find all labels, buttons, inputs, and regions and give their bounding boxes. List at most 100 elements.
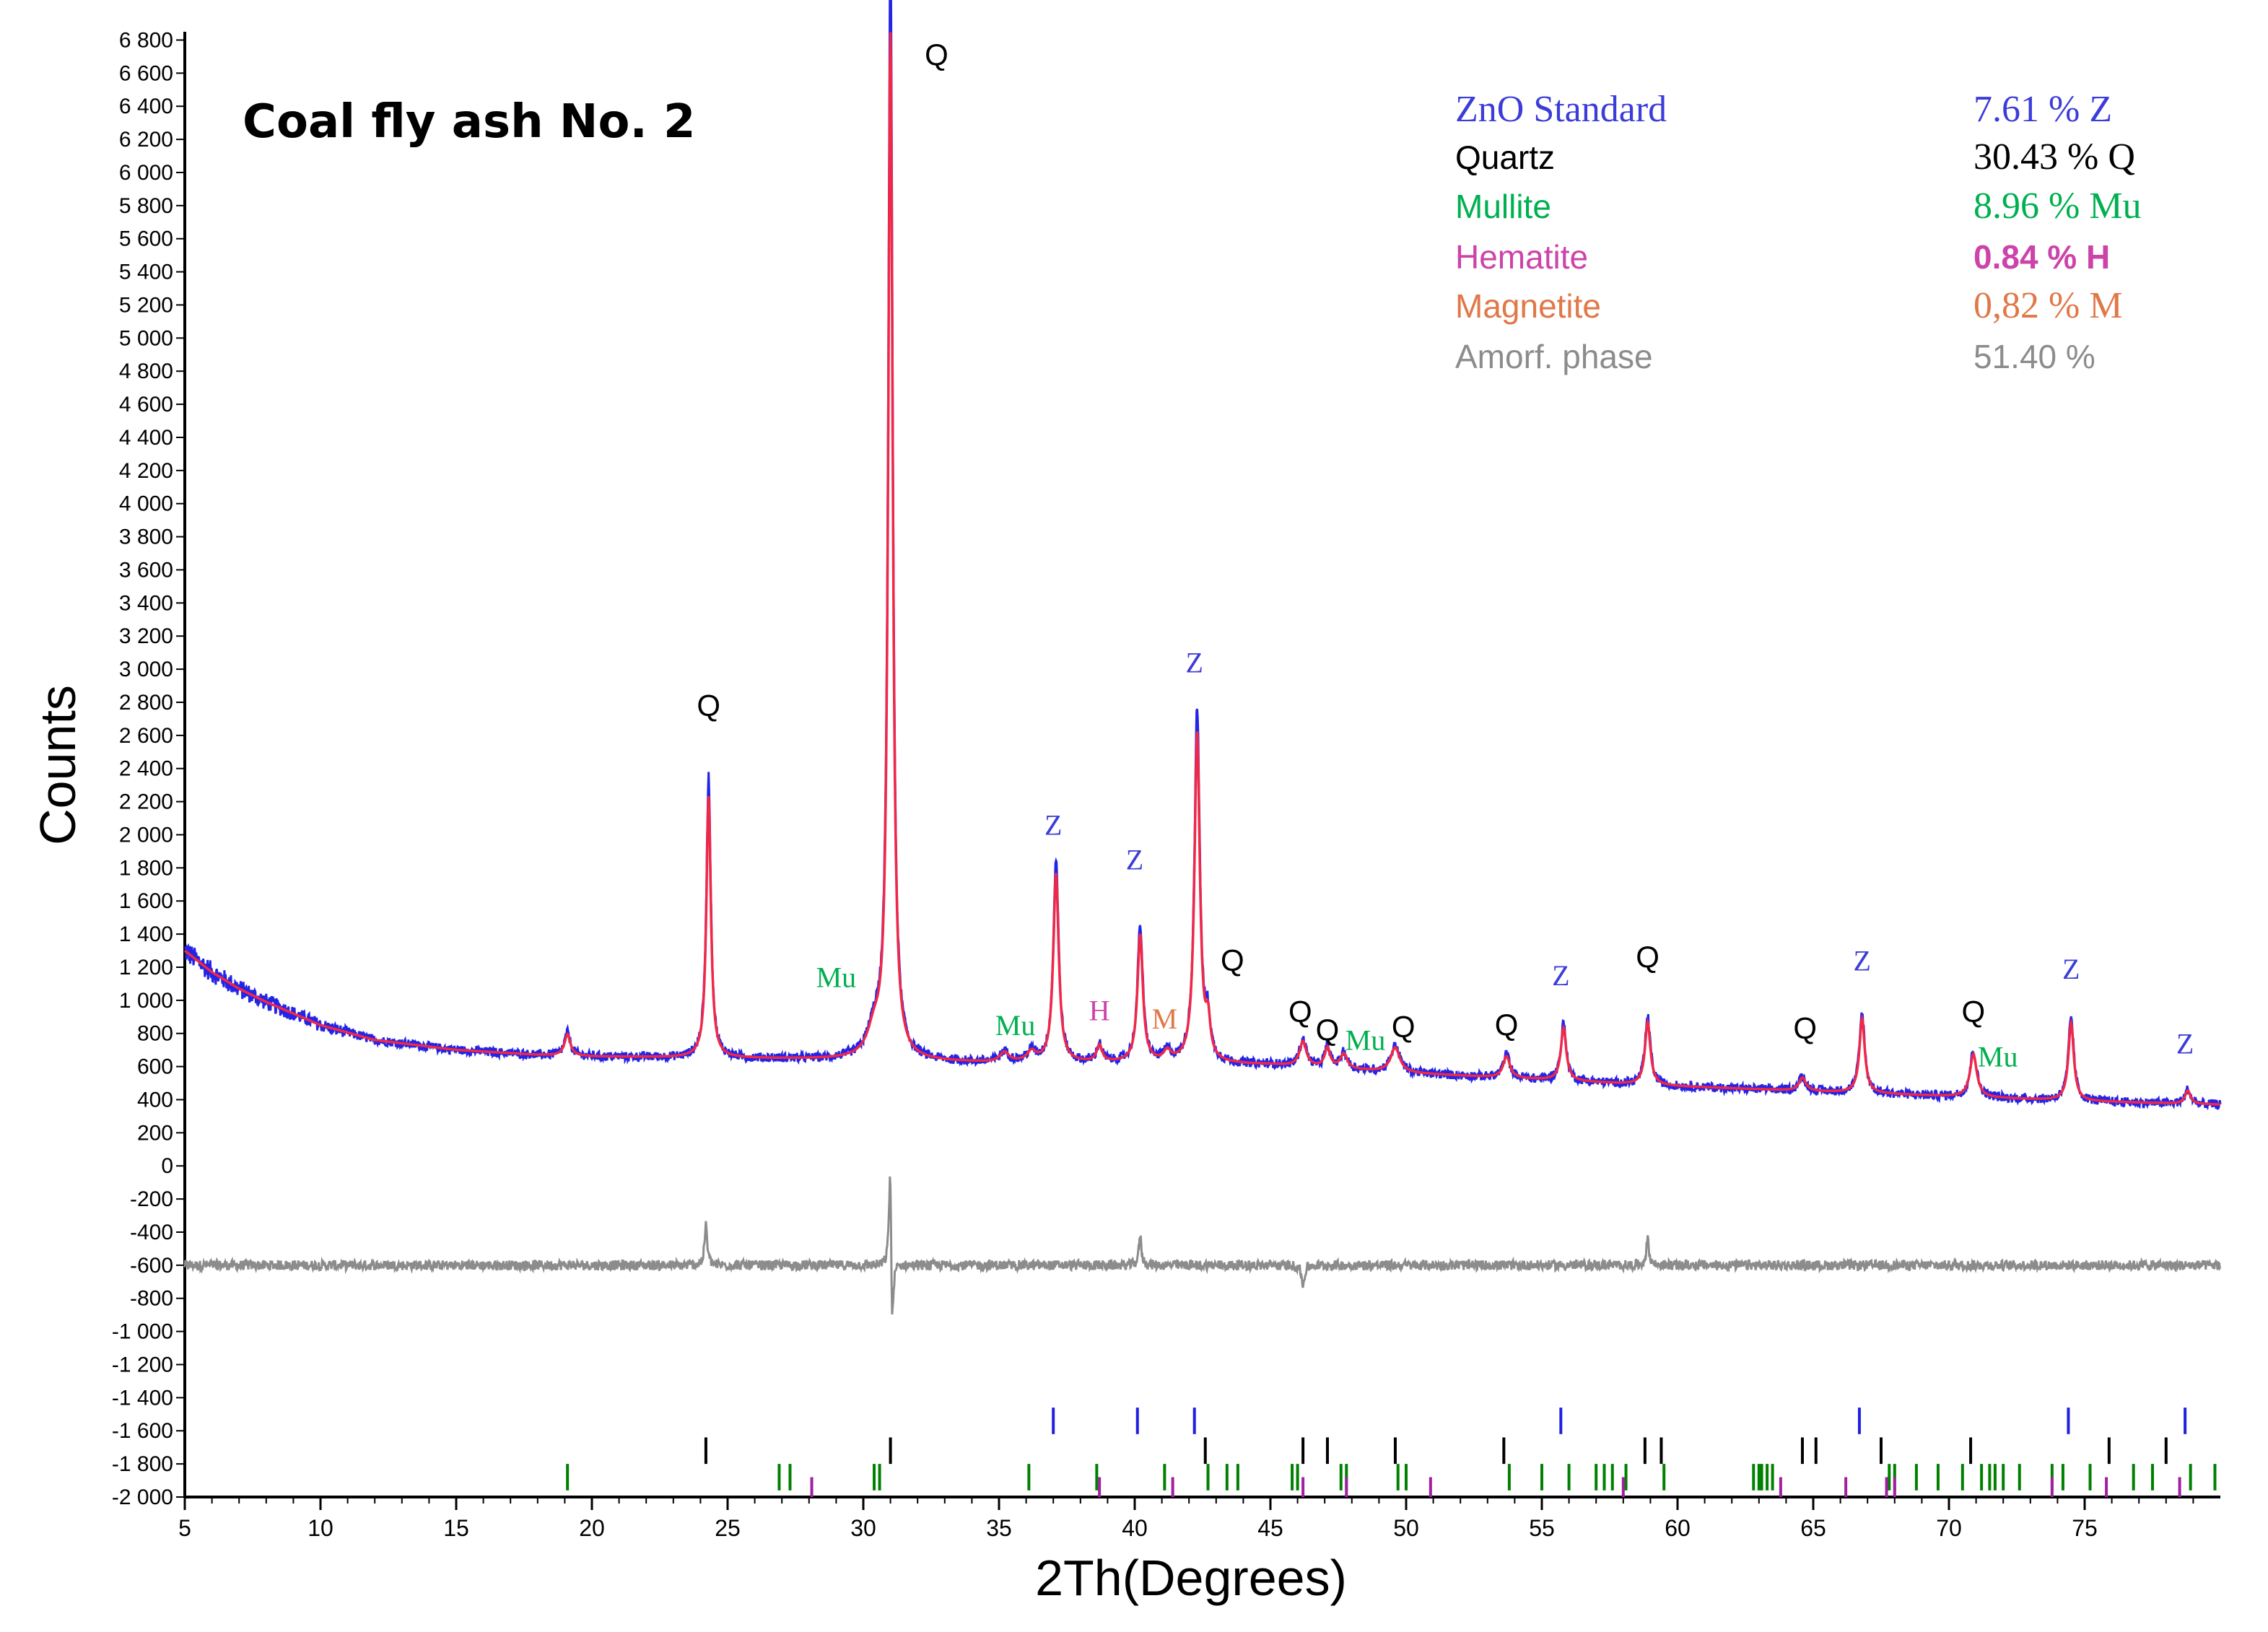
chart-title: Coal fly ash No. 2 bbox=[243, 95, 696, 149]
y-tick-label: 5 400 bbox=[119, 261, 173, 284]
peak-label: Q bbox=[1221, 943, 1244, 977]
peak-label: Z bbox=[1044, 808, 1062, 841]
peak-label: Z bbox=[1853, 945, 1870, 977]
y-tick-label: 1 600 bbox=[119, 889, 173, 913]
y-tick-label: 5 000 bbox=[119, 326, 173, 350]
x-tick-label: 35 bbox=[986, 1515, 1012, 1541]
y-tick-label: -600 bbox=[130, 1254, 173, 1278]
y-tick-label: 5 200 bbox=[119, 293, 173, 317]
y-tick-label: 5 800 bbox=[119, 194, 173, 218]
y-tick-label: 3 600 bbox=[119, 558, 173, 582]
y-tick-label: 1 200 bbox=[119, 956, 173, 979]
legend: ZnO Standard 7.61 % Z Quartz 30.43 % Q Mulli… bbox=[1455, 89, 2142, 375]
peak-label: Q bbox=[1962, 995, 1986, 1029]
y-tick-label: 600 bbox=[137, 1055, 173, 1079]
peak-label: Z bbox=[2176, 1027, 2194, 1060]
x-tick-label: 5 bbox=[178, 1515, 191, 1541]
y-tick-label: 6 400 bbox=[119, 95, 173, 118]
y-tick-label: 0 bbox=[161, 1154, 173, 1178]
y-tick-label: 200 bbox=[137, 1121, 173, 1145]
y-tick-label: 1 000 bbox=[119, 989, 173, 1013]
y-tick-label: 2 600 bbox=[119, 724, 173, 748]
legend-entry-value: 30.43 % Q bbox=[1973, 136, 2135, 178]
x-ticks: 5 10 15 20 25 30 35 40 45 50 55 60 65 70 75 bbox=[178, 1497, 2194, 1541]
y-tick-label: 1 800 bbox=[119, 856, 173, 880]
y-axis-title: Counts bbox=[30, 685, 86, 845]
y-tick-label: 3 400 bbox=[119, 591, 173, 615]
y-tick-label: -1 600 bbox=[112, 1419, 173, 1443]
peak-label: Z bbox=[1126, 844, 1143, 876]
y-tick-label: 800 bbox=[137, 1022, 173, 1046]
legend-entry-value: 51.40 % bbox=[1973, 338, 2095, 375]
y-tick-label: -200 bbox=[130, 1187, 173, 1211]
y-tick-label: 6 800 bbox=[119, 28, 173, 52]
x-tick-label: 55 bbox=[1529, 1515, 1555, 1541]
y-tick-label: 4 600 bbox=[119, 393, 173, 416]
peak-label: Mu bbox=[1978, 1041, 2018, 1073]
y-tick-label: 3 000 bbox=[119, 658, 173, 681]
peak-label: Mu bbox=[816, 961, 857, 994]
x-tick-label: 65 bbox=[1800, 1515, 1826, 1541]
calculated-pattern-line bbox=[183, 32, 2220, 1106]
peak-label: Mu bbox=[995, 1009, 1036, 1042]
y-tick-label: 2 000 bbox=[119, 823, 173, 847]
y-tick-label: 2 200 bbox=[119, 790, 173, 814]
y-tick-label: 6 000 bbox=[119, 161, 173, 185]
x-tick-label: 30 bbox=[850, 1515, 876, 1541]
x-tick-label: 20 bbox=[579, 1515, 605, 1541]
y-tick-label: -1 000 bbox=[112, 1320, 173, 1344]
y-tick-label: -400 bbox=[130, 1221, 173, 1244]
axes bbox=[183, 32, 2220, 1498]
x-tick-label: 60 bbox=[1665, 1515, 1691, 1541]
legend-entry-name: Amorf. phase bbox=[1455, 338, 1653, 375]
reflection-markers bbox=[566, 1408, 2217, 1497]
legend-entry-value: 0,82 % M bbox=[1973, 285, 2123, 326]
peak-label: Q bbox=[1288, 995, 1312, 1029]
legend-entry-value: 8.96 % Mu bbox=[1973, 186, 2142, 227]
y-tick-label: -800 bbox=[130, 1287, 173, 1311]
legend-entry-value: 0.84 % H bbox=[1973, 238, 2110, 276]
peak-label: Q bbox=[1495, 1008, 1519, 1042]
series bbox=[183, 0, 2222, 1315]
y-tick-label: -2 000 bbox=[112, 1485, 173, 1509]
peak-label: H bbox=[1089, 994, 1110, 1026]
peak-label: Z bbox=[1186, 647, 1203, 679]
x-tick-label: 15 bbox=[443, 1515, 469, 1541]
peak-label: Q bbox=[925, 38, 948, 71]
peak-label: Q bbox=[1392, 1009, 1416, 1043]
x-tick-label: 10 bbox=[308, 1515, 333, 1541]
x-tick-label: 70 bbox=[1936, 1515, 1962, 1541]
y-tick-label: -1 400 bbox=[112, 1386, 173, 1410]
peak-label: Mu bbox=[1345, 1024, 1386, 1057]
peak-label: Q bbox=[697, 688, 720, 722]
legend-entry-value: 7.61 % Z bbox=[1973, 89, 2112, 130]
y-tick-label: -1 200 bbox=[112, 1353, 173, 1376]
y-tick-label: 4 000 bbox=[119, 492, 173, 516]
y-tick-label: 4 200 bbox=[119, 459, 173, 483]
y-tick-label: 3 800 bbox=[119, 525, 173, 549]
y-tick-label: -1 800 bbox=[112, 1452, 173, 1476]
y-tick-label: 4 800 bbox=[119, 359, 173, 383]
peak-label: Q bbox=[1316, 1013, 1340, 1047]
peak-label: Z bbox=[1552, 959, 1569, 992]
legend-entry-name: Hematite bbox=[1455, 238, 1588, 276]
x-tick-label: 25 bbox=[715, 1515, 741, 1541]
y-tick-label: 6 200 bbox=[119, 128, 173, 152]
peak-label: Q bbox=[1793, 1011, 1817, 1045]
x-tick-label: 50 bbox=[1393, 1515, 1419, 1541]
y-tick-label: 5 600 bbox=[119, 227, 173, 251]
difference-curve-line bbox=[183, 1176, 2222, 1315]
x-axis-title: 2Th(Degrees) bbox=[1035, 1550, 1347, 1606]
x-tick-label: 75 bbox=[2072, 1515, 2098, 1541]
legend-entry-name: Quartz bbox=[1455, 139, 1555, 176]
peak-label: Z bbox=[2062, 953, 2080, 985]
peak-label: Q bbox=[1636, 940, 1659, 974]
y-tick-label: 2 400 bbox=[119, 757, 173, 781]
legend-entry-name: Magnetite bbox=[1455, 287, 1601, 325]
y-tick-label: 400 bbox=[137, 1088, 173, 1112]
y-tick-label: 3 200 bbox=[119, 624, 173, 648]
legend-entry-name: ZnO Standard bbox=[1455, 89, 1667, 130]
x-tick-label: 40 bbox=[1122, 1515, 1148, 1541]
